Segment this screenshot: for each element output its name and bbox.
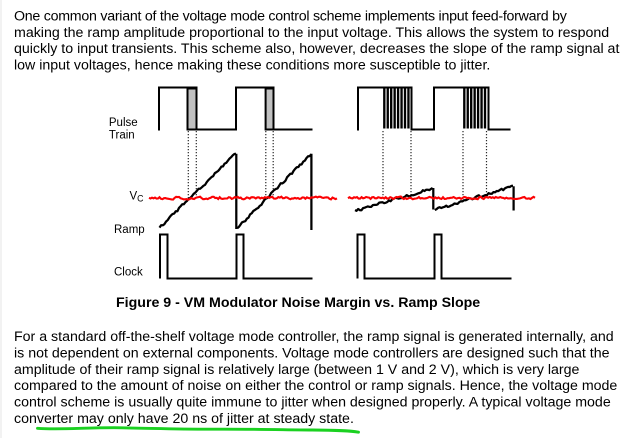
svg-text:Clock: Clock <box>114 267 143 279</box>
svg-text:low input voltages, hence maki: low input voltages, hence making these c… <box>14 57 490 73</box>
svg-text:For a standard off-the-shelf v: For a standard off-the-shelf voltage mod… <box>14 329 614 345</box>
svg-text:is not dependent on external c: is not dependent on external components.… <box>14 345 610 361</box>
svg-text:Train: Train <box>109 130 135 142</box>
svg-text:Ramp: Ramp <box>114 224 145 236</box>
svg-text:converter may only have 20 ns: converter may only have 20 ns of jitter … <box>14 411 354 427</box>
svg-text:making the ramp amplitude prop: making the ramp amplitude proportional t… <box>14 25 609 41</box>
svg-text:One common variant of the volt: One common variant of the voltage mode c… <box>14 9 568 25</box>
svg-text:VC: VC <box>130 191 145 204</box>
svg-text:Pulse: Pulse <box>109 117 138 129</box>
svg-text:compared to the amount of nois: compared to the amount of noise on eithe… <box>14 378 617 394</box>
svg-text:Figure 9 - VM Modulator Noise: Figure 9 - VM Modulator Noise Margin vs.… <box>116 295 480 311</box>
svg-text:quickly to input transients. T: quickly to input transients. This scheme… <box>14 41 619 57</box>
svg-text:amplitude of their ramp signal: amplitude of their ramp signal is relati… <box>14 362 580 378</box>
svg-text:control scheme is usually quit: control scheme is usually quite immune t… <box>14 395 611 411</box>
